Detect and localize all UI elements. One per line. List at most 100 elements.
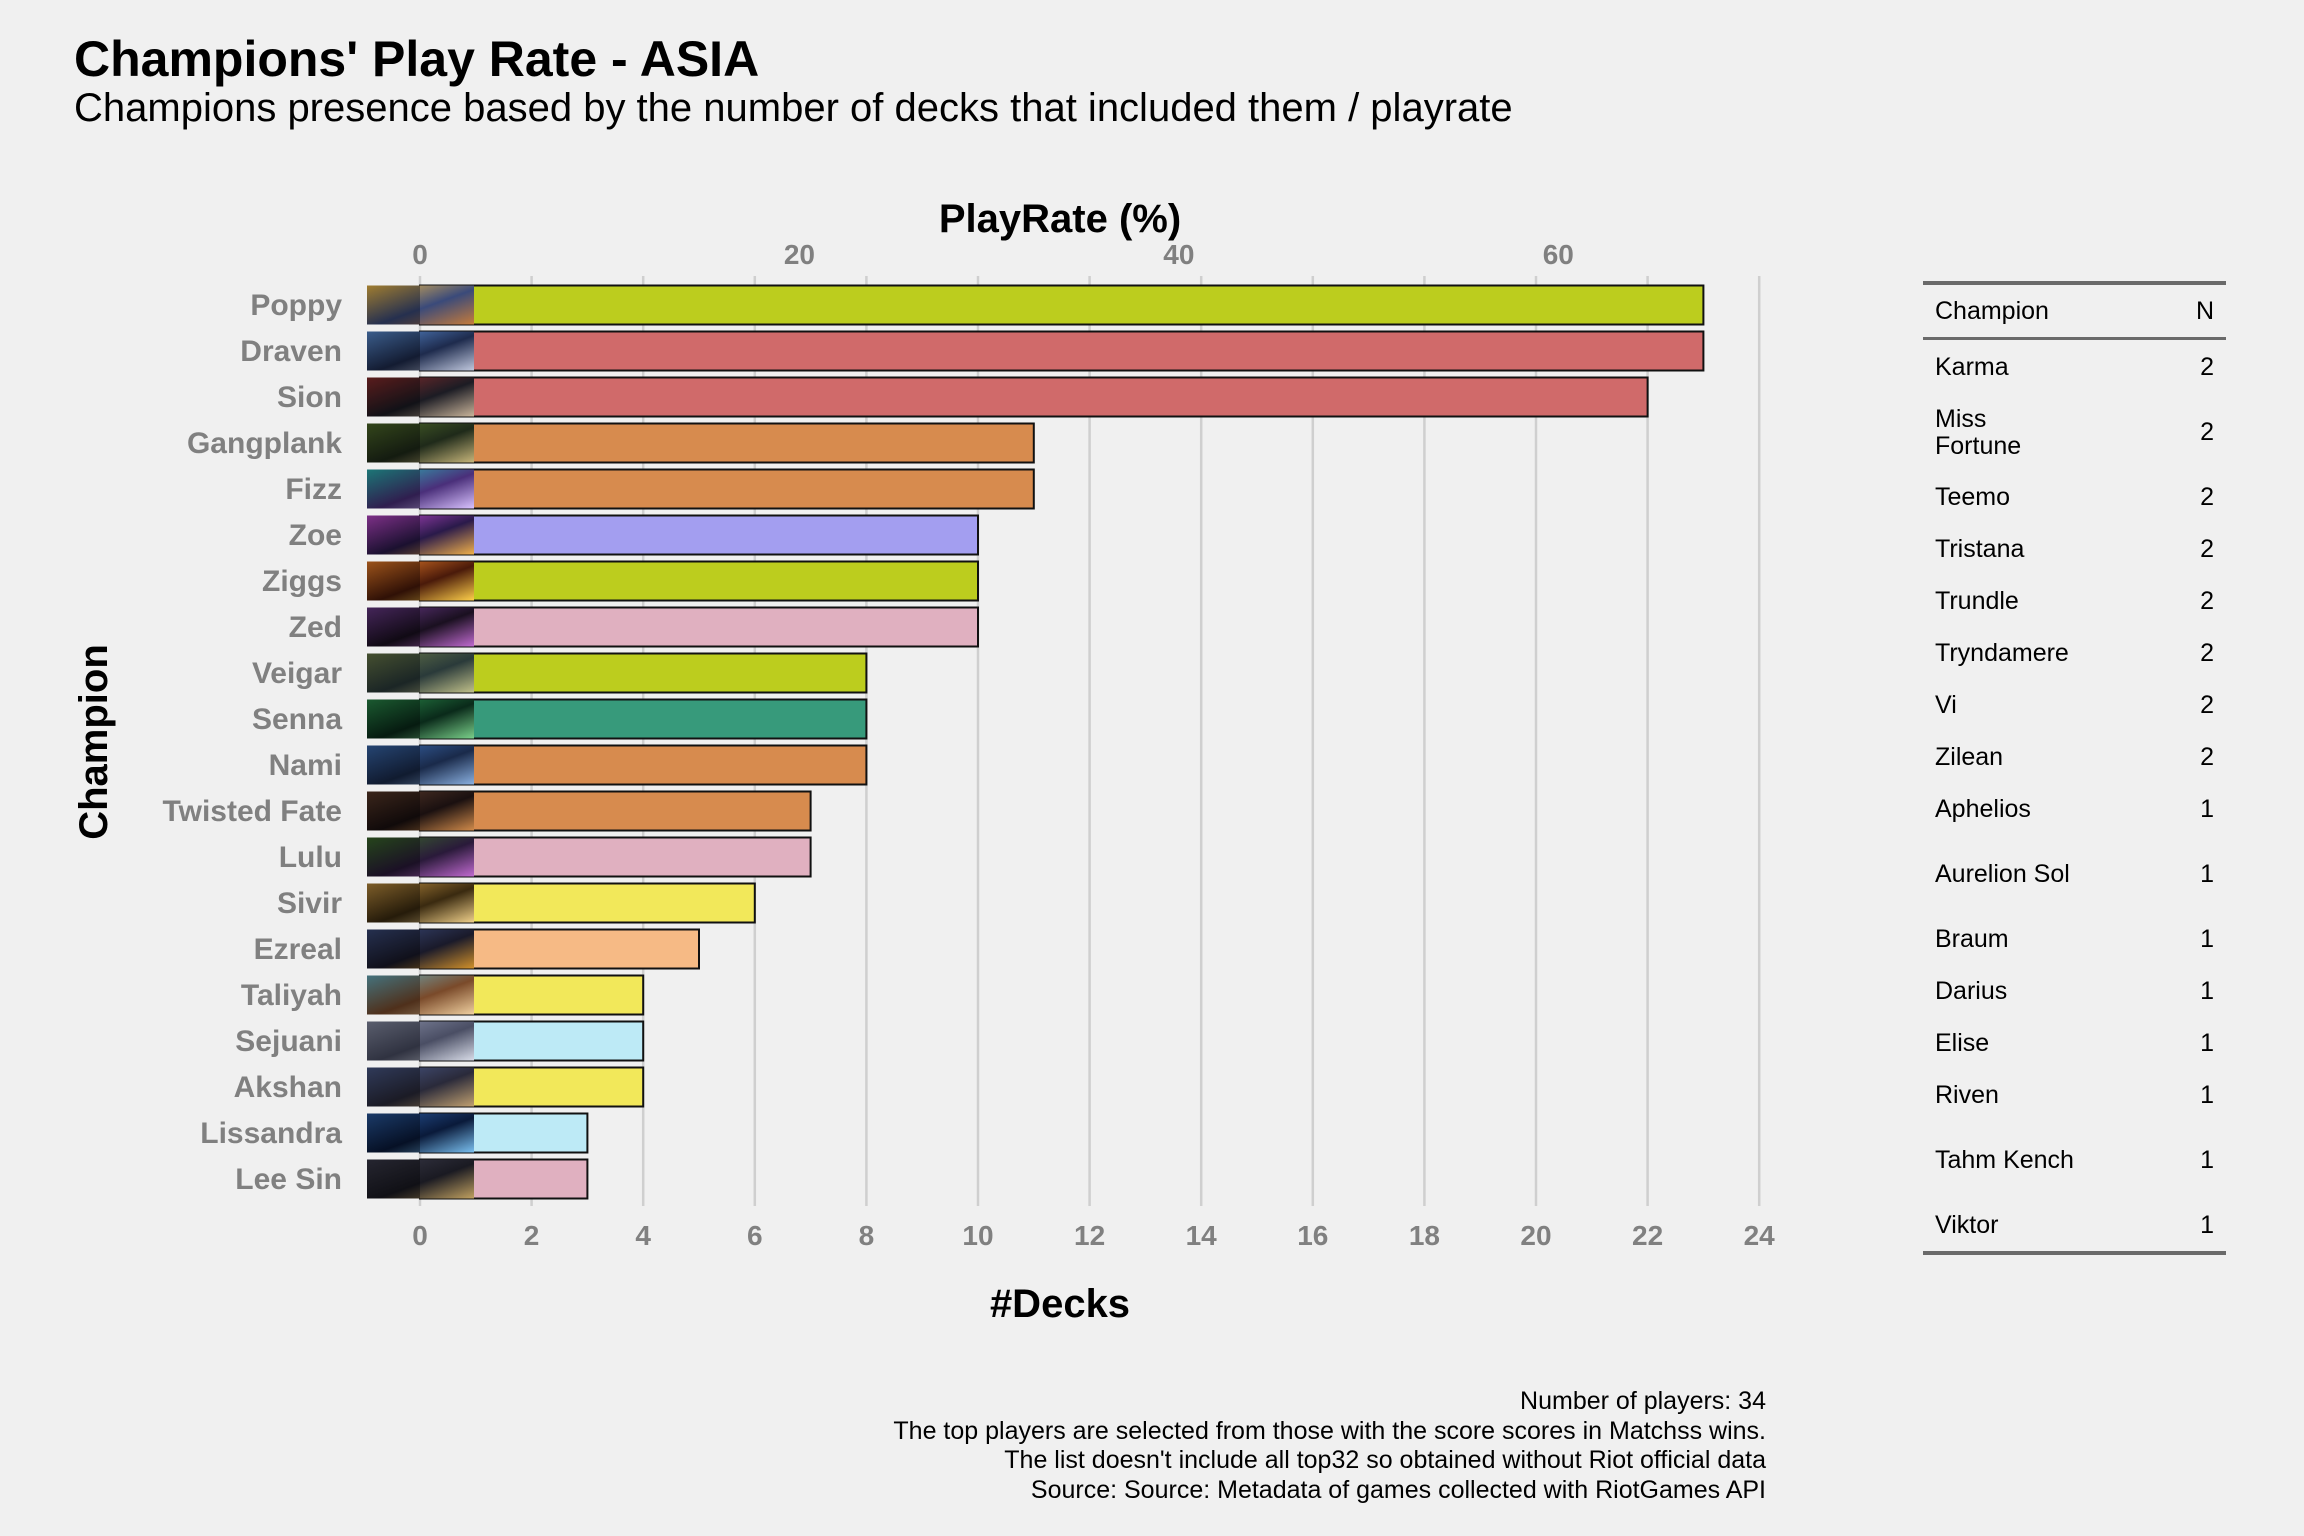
champion-thumbnail-image bbox=[367, 883, 474, 923]
champion-thumbnail-image bbox=[367, 561, 474, 601]
x2-axis-title: PlayRate (%) bbox=[939, 197, 1181, 241]
table-row: Riven 1 bbox=[1923, 1069, 2226, 1121]
x-tick-label: 4 bbox=[635, 1220, 651, 1251]
table-cell-champion: Braum bbox=[1935, 924, 2009, 953]
champion-thumbnail-image bbox=[367, 1021, 474, 1061]
table-cell-champion: Trundle bbox=[1935, 586, 2019, 615]
y-tick-label: Zoe bbox=[289, 519, 342, 552]
champion-thumbnail-image bbox=[367, 331, 474, 371]
table-cell-champion: Karma bbox=[1935, 352, 2009, 381]
table-cell-n: 1 bbox=[2200, 1145, 2214, 1174]
y-tick-label: Lulu bbox=[279, 841, 342, 874]
table-row: Tryndamere 2 bbox=[1923, 627, 2226, 679]
champion-thumbnail-image bbox=[367, 285, 474, 325]
table-cell-champion: Aurelion Sol bbox=[1935, 859, 2070, 888]
chart-title: Champions' Play Rate - ASIA bbox=[74, 31, 760, 87]
table-body: Karma 2 Miss Fortune 2 Teemo 2 Tristana 2 Trundl… bbox=[1923, 340, 2226, 1251]
y-tick-label: Taliyah bbox=[241, 979, 342, 1012]
bar bbox=[419, 422, 1035, 464]
y-tick-label: Sivir bbox=[277, 887, 342, 920]
champion-thumbnail-image bbox=[367, 1159, 474, 1199]
champion-thumbnail-shade bbox=[367, 1113, 420, 1153]
x-tick-label: 8 bbox=[859, 1220, 875, 1251]
table-cell-champion: Tristana bbox=[1935, 534, 2025, 563]
table-header: Champion N bbox=[1923, 285, 2226, 337]
champion-thumbnail-shade bbox=[367, 975, 420, 1015]
bar bbox=[419, 330, 1705, 372]
champion-thumbnail-shade bbox=[367, 331, 420, 371]
caption-line: Number of players: 34 bbox=[1520, 1387, 1766, 1415]
x-tick-label: 16 bbox=[1297, 1220, 1328, 1251]
y-tick-label: Zed bbox=[289, 611, 342, 644]
y-tick-label: Lee Sin bbox=[235, 1163, 342, 1196]
champion-thumbnail-shade bbox=[367, 469, 420, 509]
bar bbox=[419, 836, 812, 878]
champion-thumbnail-image bbox=[367, 929, 474, 969]
champion-thumbnail-image bbox=[367, 791, 474, 831]
champion-count-table: Champion N Karma 2 Miss Fortune 2 Teemo 2 Tris… bbox=[1923, 281, 2226, 1255]
bar bbox=[419, 698, 868, 740]
table-row: Karma 2 bbox=[1923, 340, 2226, 394]
x-tick-label: 14 bbox=[1186, 1220, 1218, 1251]
champion-thumbnail-image bbox=[367, 975, 474, 1015]
table-cell-n: 2 bbox=[2200, 638, 2214, 667]
y-tick-label: Ziggs bbox=[262, 565, 342, 598]
bar bbox=[419, 560, 979, 602]
champion-thumbnail-shade bbox=[367, 1067, 420, 1107]
y-tick-label: Poppy bbox=[250, 289, 342, 322]
table-cell-n: 1 bbox=[2200, 859, 2214, 888]
champion-thumbnail-image bbox=[367, 699, 474, 739]
y-tick-label: Sejuani bbox=[235, 1025, 342, 1058]
champion-thumbnail-shade bbox=[367, 883, 420, 923]
table-row: Aurelion Sol 1 bbox=[1923, 835, 2226, 913]
table-row: Tahm Kench 1 bbox=[1923, 1121, 2226, 1199]
y-tick-label: Lissandra bbox=[200, 1117, 342, 1150]
x-tick-label: 12 bbox=[1074, 1220, 1105, 1251]
champion-thumbnail-shade bbox=[367, 285, 420, 325]
bar bbox=[419, 468, 1035, 510]
y-tick-label: Nami bbox=[269, 749, 342, 782]
y-tick-label: Sion bbox=[277, 381, 342, 414]
x2-tick-label: 20 bbox=[784, 239, 815, 270]
table-header-n: N bbox=[2195, 296, 2214, 325]
champion-thumbnail-image bbox=[367, 1113, 474, 1153]
chart-subtitle: Champions presence based by the number o… bbox=[74, 86, 1513, 130]
y-tick-label: Fizz bbox=[285, 473, 342, 506]
x-tick-label: 20 bbox=[1520, 1220, 1551, 1251]
table-row: Braum 1 bbox=[1923, 913, 2226, 965]
champion-thumbnail-shade bbox=[367, 607, 420, 647]
y-tick-label: Akshan bbox=[234, 1071, 342, 1104]
champion-thumbnail-image bbox=[367, 1067, 474, 1107]
table-row: Trundle 2 bbox=[1923, 575, 2226, 627]
champion-thumbnail-image bbox=[367, 377, 474, 417]
champion-thumbnail-image bbox=[367, 837, 474, 877]
table-cell-champion: Miss Fortune bbox=[1935, 404, 2022, 460]
table-cell-champion: Aphelios bbox=[1935, 794, 2031, 823]
champion-thumbnail-shade bbox=[367, 1159, 420, 1199]
table-row: Vi 2 bbox=[1923, 679, 2226, 731]
table-cell-n: 2 bbox=[2200, 690, 2214, 719]
champion-thumbnail-shade bbox=[367, 745, 420, 785]
x-tick-label: 6 bbox=[747, 1220, 763, 1251]
x-tick-label: 18 bbox=[1409, 1220, 1440, 1251]
bar bbox=[419, 652, 868, 694]
champion-thumbnail-image bbox=[367, 745, 474, 785]
table-cell-n: 1 bbox=[2200, 1080, 2214, 1109]
champion-thumbnail-image bbox=[367, 469, 474, 509]
table-cell-n: 2 bbox=[2200, 534, 2214, 563]
y-tick-label: Ezreal bbox=[254, 933, 342, 966]
y-tick-label: Gangplank bbox=[187, 427, 342, 460]
champion-thumbnail-shade bbox=[367, 515, 420, 555]
bar bbox=[419, 284, 1705, 326]
table-cell-n: 1 bbox=[2200, 1028, 2214, 1057]
x-tick-label: 24 bbox=[1744, 1220, 1776, 1251]
table-cell-n: 1 bbox=[2200, 976, 2214, 1005]
table-cell-champion: Vi bbox=[1935, 690, 1957, 719]
table-header-rule bbox=[1923, 337, 2226, 340]
x2-tick-label: 0 bbox=[412, 239, 428, 270]
champion-thumbnail-shade bbox=[367, 929, 420, 969]
bar bbox=[419, 790, 812, 832]
x-tick-label: 0 bbox=[412, 1220, 428, 1251]
table-row: Teemo 2 bbox=[1923, 471, 2226, 523]
